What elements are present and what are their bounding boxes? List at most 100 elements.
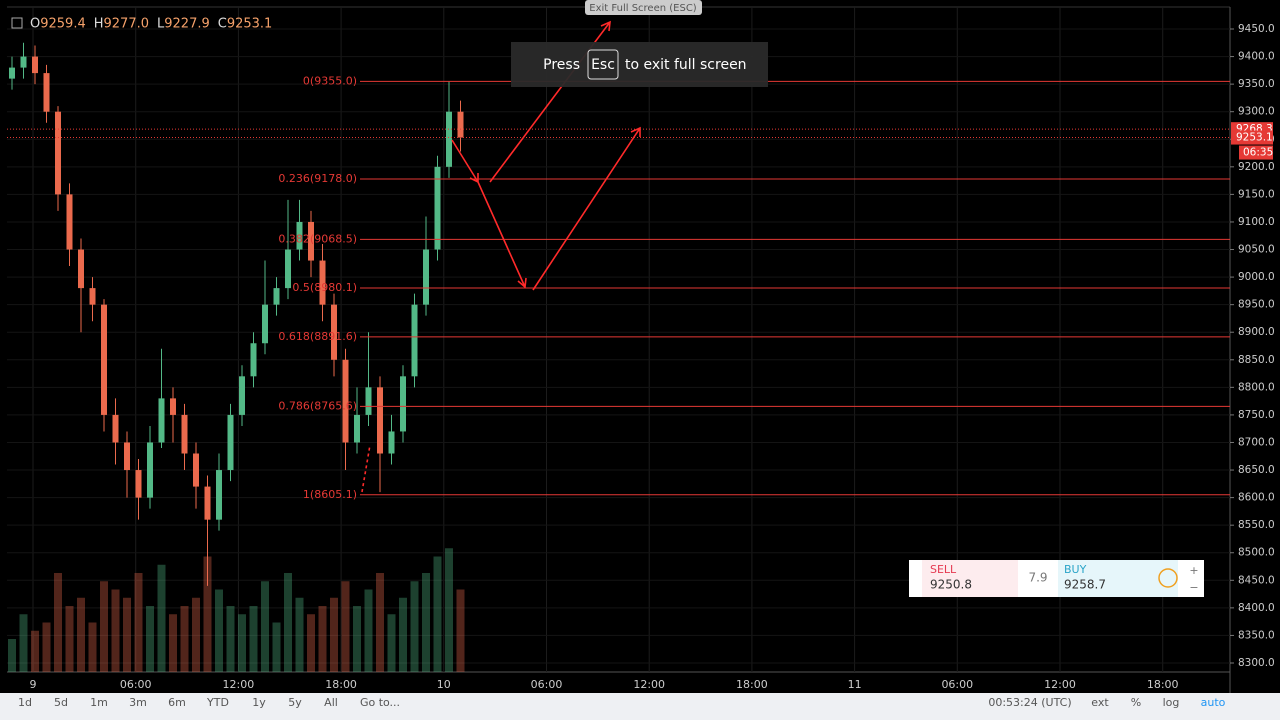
- collapse-icon[interactable]: [11, 17, 23, 29]
- candle-body: [377, 387, 383, 454]
- minus-icon[interactable]: −: [1189, 581, 1198, 594]
- y-tick-label: 8700.0: [1238, 436, 1275, 448]
- volume-bar: [261, 581, 269, 672]
- range-button[interactable]: 3m: [129, 696, 147, 709]
- arrow: [477, 181, 527, 289]
- volume-bar: [307, 614, 315, 672]
- volume-bar: [54, 573, 62, 672]
- toast-text: Press: [543, 57, 580, 73]
- volume-bar: [215, 589, 223, 672]
- y-tick-label: 8900.0: [1238, 326, 1275, 338]
- plus-icon[interactable]: +: [1189, 564, 1198, 577]
- sell-button[interactable]: [922, 560, 1018, 597]
- ohlc-value: 9277.0: [104, 17, 150, 32]
- volume-bar: [19, 614, 28, 672]
- toast: [511, 42, 768, 87]
- option-button[interactable]: ext: [1091, 696, 1109, 709]
- y-tick-label: 8750.0: [1238, 409, 1275, 421]
- price-badge-label: 9253.1: [1236, 132, 1273, 144]
- volume-bar: [180, 606, 189, 672]
- fib-label: 0(9355.0): [303, 74, 357, 87]
- y-tick-label: 9450.0: [1238, 23, 1275, 35]
- candle-body: [170, 398, 176, 415]
- volume-bar: [238, 614, 246, 672]
- candle-body: [342, 359, 349, 443]
- candle-body: [457, 111, 464, 138]
- candle-body: [20, 56, 27, 68]
- volume-bar: [42, 622, 51, 672]
- volume-bar: [376, 573, 384, 672]
- volume-bar: [111, 589, 120, 672]
- range-button[interactable]: 5y: [288, 696, 302, 709]
- candle-body: [135, 470, 142, 498]
- sell-label: SELL: [930, 563, 957, 576]
- range-button[interactable]: All: [324, 696, 338, 709]
- volume-bar: [226, 606, 235, 672]
- option-button[interactable]: auto: [1201, 696, 1226, 709]
- ohlc-key: O: [30, 17, 40, 32]
- range-button[interactable]: 5d: [54, 696, 68, 709]
- candle-body: [216, 470, 222, 520]
- candle-body: [181, 414, 188, 454]
- volume-bar: [31, 630, 39, 672]
- volume-bar: [157, 564, 166, 672]
- volume-bar: [353, 606, 361, 672]
- ohlc-value: 9253.1: [227, 17, 273, 32]
- range-button[interactable]: 1d: [18, 696, 32, 709]
- y-tick-label: 9100.0: [1238, 216, 1275, 228]
- arrow: [532, 126, 641, 291]
- candle-body: [331, 304, 337, 360]
- exit-tab[interactable]: [585, 0, 702, 15]
- candle-body: [55, 111, 61, 195]
- volume-bar: [65, 606, 74, 672]
- candle-body: [66, 194, 73, 250]
- candle-body: [354, 414, 360, 443]
- candle-body: [296, 221, 303, 250]
- candle-body: [262, 304, 268, 344]
- volume-bar: [456, 589, 465, 672]
- candle-body: [227, 414, 234, 471]
- ohlc-key: L: [157, 17, 165, 32]
- countdown-badge: [1239, 145, 1273, 160]
- option-button[interactable]: %: [1131, 696, 1141, 709]
- option-button[interactable]: log: [1163, 696, 1180, 709]
- volume-bar: [399, 597, 407, 672]
- y-tick-label: 9000.0: [1238, 271, 1275, 283]
- volume-bar: [433, 556, 442, 672]
- volume-bar: [364, 589, 373, 672]
- range-button[interactable]: YTD: [206, 696, 229, 709]
- candle-body: [204, 486, 211, 520]
- range-button[interactable]: 1y: [252, 696, 266, 709]
- fib-label: 0.786(8765.6): [278, 399, 357, 412]
- candle-body: [32, 56, 38, 74]
- candle-body: [388, 431, 395, 454]
- candle-body: [423, 249, 429, 305]
- y-tick-label: 8950.0: [1238, 299, 1275, 311]
- candle-body: [411, 304, 418, 377]
- y-tick-label: 8500.0: [1238, 547, 1275, 559]
- volume-bar: [387, 614, 396, 672]
- candle-body: [147, 442, 153, 498]
- range-button[interactable]: 1m: [90, 696, 108, 709]
- range-button[interactable]: Go to...: [360, 696, 400, 709]
- buy-label: BUY: [1064, 563, 1087, 576]
- ohlc-value: 9259.4: [40, 17, 86, 32]
- ohlc-value: 9227.9: [164, 17, 210, 32]
- y-tick-label: 8350.0: [1238, 629, 1275, 641]
- info-icon[interactable]: [1158, 568, 1178, 588]
- volume-bar: [169, 614, 177, 672]
- candle-body: [78, 249, 84, 289]
- y-tick-label: 8800.0: [1238, 381, 1275, 393]
- toast-key: Esc: [591, 57, 615, 73]
- candle-body: [319, 260, 326, 305]
- candle-body: [365, 387, 372, 415]
- trend-line: [361, 444, 371, 493]
- volume-bar: [284, 573, 292, 672]
- x-tick-label: 06:00: [941, 678, 973, 691]
- buy-button[interactable]: [1058, 560, 1178, 597]
- candle-body: [101, 304, 107, 415]
- candle-body: [89, 288, 96, 305]
- candle-body: [434, 166, 441, 250]
- range-button[interactable]: 6m: [168, 696, 186, 709]
